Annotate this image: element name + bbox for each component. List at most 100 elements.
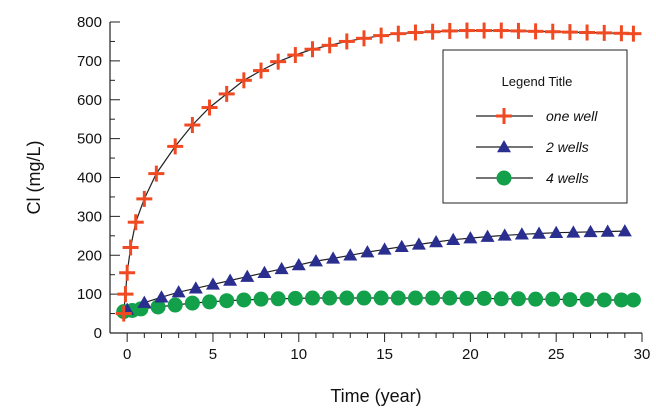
data-point xyxy=(446,232,461,245)
data-point-vbar xyxy=(122,305,126,322)
data-point xyxy=(497,228,512,241)
y-tick-label: 400 xyxy=(77,170,102,187)
data-point xyxy=(579,292,595,308)
data-point xyxy=(154,290,169,303)
data-point xyxy=(497,140,511,153)
data-point-vbar xyxy=(631,25,635,42)
data-point-vbar xyxy=(225,85,229,102)
data-point xyxy=(150,299,166,315)
data-point-vbar xyxy=(142,190,146,207)
data-point xyxy=(496,108,512,124)
data-point xyxy=(343,248,358,261)
data-point xyxy=(117,286,134,303)
data-point-vbar xyxy=(431,23,435,40)
data-point xyxy=(270,291,286,307)
data-point xyxy=(338,33,355,50)
data-point xyxy=(390,25,407,42)
chart-axes: 0 100 200 300 400 500 600 700 800 0 5 10 15 20 25 30 xyxy=(77,14,650,363)
data-point-vbar xyxy=(551,23,555,40)
legend-entries: one well 2 wells 4 wells xyxy=(476,108,598,186)
data-point-vbar xyxy=(448,22,452,39)
data-point xyxy=(360,245,375,258)
data-point-vbar xyxy=(602,24,606,41)
y-tick-label: 500 xyxy=(77,131,102,148)
data-point-vbar xyxy=(482,22,486,39)
data-point xyxy=(205,277,220,290)
data-point xyxy=(339,290,355,306)
data-point xyxy=(407,290,423,306)
data-point-vbar xyxy=(362,30,366,47)
data-point-vbar xyxy=(585,24,589,41)
data-point xyxy=(527,23,544,40)
data-point xyxy=(274,261,289,275)
data-point xyxy=(625,292,641,308)
series-markers xyxy=(115,22,642,322)
data-point-vbar xyxy=(173,138,177,155)
data-point-vbar xyxy=(465,22,469,39)
data-point xyxy=(326,251,341,264)
data-point xyxy=(514,227,529,240)
data-point xyxy=(480,229,495,242)
y-axis-label: Cl (mg/L) xyxy=(24,140,44,214)
data-point xyxy=(463,231,478,244)
data-point xyxy=(236,292,252,308)
data-point xyxy=(566,225,581,238)
data-point xyxy=(429,235,444,248)
data-point-vbar xyxy=(242,72,246,89)
data-point xyxy=(253,62,270,79)
data-point xyxy=(613,25,630,42)
data-point xyxy=(510,22,527,39)
data-point xyxy=(441,22,458,39)
data-point xyxy=(596,24,613,41)
data-point xyxy=(356,290,372,306)
data-point xyxy=(617,224,632,237)
data-point xyxy=(496,170,512,186)
data-point-vbar xyxy=(396,25,400,42)
data-point xyxy=(355,30,372,47)
data-point xyxy=(148,165,165,182)
data-point xyxy=(411,237,426,250)
data-point xyxy=(287,290,303,306)
data-point xyxy=(308,254,323,267)
data-point xyxy=(127,214,144,231)
legend-label: one well xyxy=(546,108,598,124)
data-point xyxy=(425,290,441,306)
legend-entry: 2 wells xyxy=(476,139,589,155)
data-point xyxy=(600,224,615,237)
x-axis-label: Time (year) xyxy=(330,386,421,406)
y-tick-label: 300 xyxy=(77,208,102,225)
data-point xyxy=(287,47,304,64)
legend-title: Legend Title xyxy=(502,74,573,89)
data-point xyxy=(253,291,269,307)
data-point xyxy=(407,24,424,41)
data-point xyxy=(291,257,306,271)
y-tick-label: 100 xyxy=(77,286,102,303)
legend: Legend Title one well 2 wells 4 wells xyxy=(442,49,628,204)
data-point xyxy=(321,37,338,54)
data-point xyxy=(201,99,218,116)
x-tick-label: 30 xyxy=(634,346,651,363)
data-point xyxy=(115,305,132,322)
y-tick-label: 200 xyxy=(77,247,102,264)
data-point-vbar xyxy=(190,117,194,134)
x-tick-label: 15 xyxy=(376,346,393,363)
data-point xyxy=(188,281,203,294)
data-point-vbar xyxy=(125,264,129,281)
data-point xyxy=(493,291,509,307)
data-point xyxy=(532,226,547,239)
data-point-vbar xyxy=(276,53,280,70)
legend-label: 2 wells xyxy=(545,139,589,155)
data-point xyxy=(219,293,235,309)
data-point xyxy=(119,264,136,281)
data-point xyxy=(545,291,561,307)
data-point xyxy=(459,290,475,306)
data-point xyxy=(377,242,392,255)
data-point xyxy=(458,22,475,39)
data-point-vbar xyxy=(534,23,538,40)
data-point xyxy=(390,290,406,306)
x-tick-label: 25 xyxy=(548,346,565,363)
legend-entry: 4 wells xyxy=(476,170,589,186)
y-tick-label: 0 xyxy=(94,325,102,342)
legend-box xyxy=(442,49,628,204)
data-point-vbar xyxy=(129,239,133,256)
